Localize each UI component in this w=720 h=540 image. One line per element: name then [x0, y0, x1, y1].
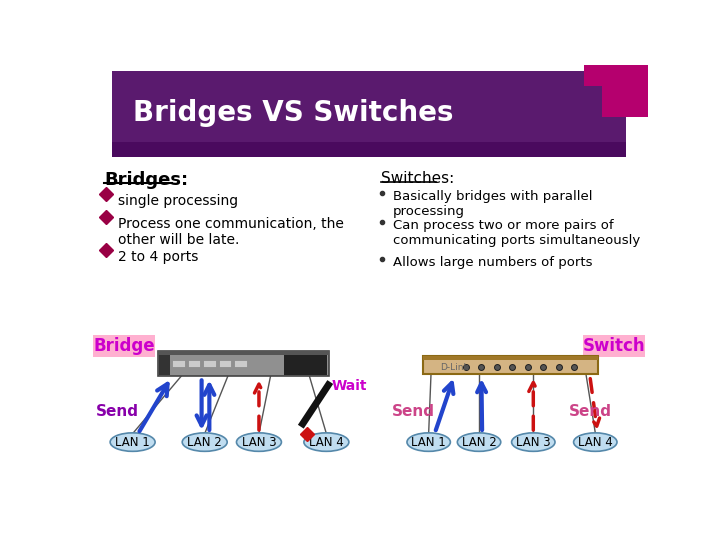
Text: Switch: Switch: [582, 337, 645, 355]
Bar: [234, 361, 246, 367]
Text: LAN 2: LAN 2: [462, 436, 496, 449]
Text: Bridge: Bridge: [94, 337, 155, 355]
Bar: [284, 355, 327, 375]
Text: Send: Send: [569, 404, 612, 419]
Text: LAN 2: LAN 2: [187, 436, 222, 449]
Bar: [423, 356, 598, 361]
Ellipse shape: [304, 433, 349, 451]
Bar: [172, 361, 184, 367]
Text: LAN 3: LAN 3: [516, 436, 551, 449]
Text: 2 to 4 ports: 2 to 4 ports: [118, 249, 198, 264]
FancyBboxPatch shape: [583, 335, 645, 356]
Text: Send: Send: [96, 404, 139, 419]
Text: Wait: Wait: [332, 379, 367, 393]
FancyBboxPatch shape: [93, 335, 155, 356]
Ellipse shape: [407, 433, 451, 451]
Text: Can process two or more pairs of
communicating ports simultaneously: Can process two or more pairs of communi…: [393, 219, 640, 247]
Bar: [112, 142, 626, 157]
Bar: [423, 356, 598, 374]
Bar: [585, 65, 648, 86]
Text: LAN 1: LAN 1: [411, 436, 446, 449]
Ellipse shape: [457, 433, 500, 451]
Ellipse shape: [110, 433, 155, 451]
Text: Bridges:: Bridges:: [104, 171, 188, 189]
Text: LAN 4: LAN 4: [578, 436, 613, 449]
Ellipse shape: [236, 433, 282, 451]
Text: Allows large numbers of ports: Allows large numbers of ports: [393, 256, 593, 269]
Ellipse shape: [182, 433, 228, 451]
Ellipse shape: [512, 433, 555, 451]
Bar: [159, 355, 170, 375]
Text: Bridges VS Switches: Bridges VS Switches: [132, 98, 453, 126]
Text: Switches:: Switches:: [381, 171, 454, 186]
Text: LAN 4: LAN 4: [309, 436, 343, 449]
Text: D-Link: D-Link: [441, 363, 469, 372]
Text: Process one communication, the
other will be late.: Process one communication, the other wil…: [118, 217, 343, 247]
Bar: [219, 361, 231, 367]
Text: Basically bridges with parallel
processing: Basically bridges with parallel processi…: [393, 190, 593, 218]
Bar: [158, 351, 329, 355]
Ellipse shape: [574, 433, 617, 451]
Text: single processing: single processing: [118, 194, 238, 208]
Bar: [158, 351, 329, 376]
Text: LAN 3: LAN 3: [242, 436, 276, 449]
Text: LAN 1: LAN 1: [115, 436, 150, 449]
Bar: [188, 361, 200, 367]
Text: Send: Send: [392, 404, 436, 419]
Bar: [203, 361, 215, 367]
Bar: [112, 71, 626, 157]
Bar: [601, 86, 648, 117]
